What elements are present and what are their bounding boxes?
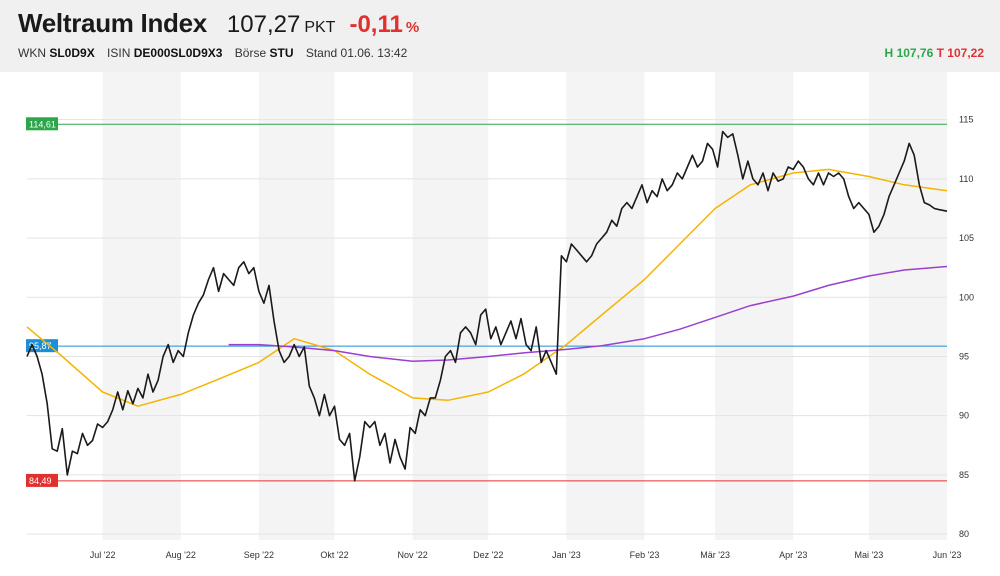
quote-title-row: Weltraum Index 107,27 PKT -0,11 % <box>18 8 419 39</box>
moving-average-line <box>26 168 948 407</box>
change-value: -0,11 <box>349 11 403 38</box>
y-tick-label: 85 <box>959 470 969 480</box>
x-tick-label: Feb '23 <box>630 550 660 560</box>
y-tick-label: 80 <box>959 529 969 539</box>
y-tick-label: 90 <box>959 411 969 421</box>
x-tick-label: Jan '23 <box>552 550 581 560</box>
moving-average-line <box>228 265 948 362</box>
month-band <box>102 72 181 540</box>
isin-label: ISIN <box>107 46 131 60</box>
high-label: H <box>884 46 894 60</box>
x-tick-label: Mär '23 <box>700 550 730 560</box>
reference-label: 114,61 <box>29 119 56 129</box>
y-tick-label: 115 <box>959 115 973 125</box>
reference-label: 95,87 <box>29 341 52 351</box>
y-tick-label: 95 <box>959 351 969 361</box>
price-unit: PKT <box>304 19 336 36</box>
month-band <box>715 72 794 540</box>
reference-label: 84,49 <box>29 476 52 486</box>
reference-badge <box>26 117 58 131</box>
reference-badge <box>26 473 58 487</box>
low-label: T <box>936 46 944 60</box>
high-low: H 107,76 T 107,22 <box>885 46 984 60</box>
price-line <box>26 130 948 482</box>
x-tick-label: Sep '22 <box>244 550 274 560</box>
x-tick-label: Apr '23 <box>779 550 807 560</box>
price-chart[interactable]: 114,61 95,87 84,49 80 85 90 95 100 105 110 115 Ju… <box>0 72 1000 576</box>
high-value: 107,76 <box>896 46 934 60</box>
y-tick-label: 105 <box>959 233 974 243</box>
isin-value: DE000SL0D9X3 <box>133 46 223 60</box>
exchange-value: STU <box>269 46 294 60</box>
month-band <box>868 72 947 540</box>
quote-header: Weltraum Index 107,27 PKT -0,11 % WKN SL… <box>0 0 1000 72</box>
change-unit: % <box>405 19 420 36</box>
y-tick-label: 100 <box>959 292 974 302</box>
x-tick-label: Dez '22 <box>473 550 503 560</box>
current-price: 107,27 <box>226 11 301 38</box>
y-tick-label: 110 <box>959 174 973 184</box>
wkn-value: SL0D9X <box>49 46 95 60</box>
quote-meta: WKN SL0D9X ISIN DE000SL0D9X3 Börse STU S… <box>18 46 407 60</box>
x-tick-label: Jun '23 <box>933 550 962 560</box>
x-tick-label: Mai '23 <box>854 550 883 560</box>
month-band <box>412 72 489 540</box>
index-title: Weltraum Index <box>18 8 207 38</box>
wkn-label: WKN <box>18 46 46 60</box>
x-tick-label: Nov '22 <box>398 550 428 560</box>
low-value: 107,22 <box>947 46 984 60</box>
timestamp: Stand 01.06. 13:42 <box>305 46 408 60</box>
x-tick-label: Jul '22 <box>90 550 116 560</box>
month-band <box>566 72 645 540</box>
x-tick-label: Okt '22 <box>320 550 348 560</box>
exchange-label: Börse <box>234 46 267 60</box>
month-band <box>258 72 335 540</box>
x-tick-label: Aug '22 <box>166 550 196 560</box>
